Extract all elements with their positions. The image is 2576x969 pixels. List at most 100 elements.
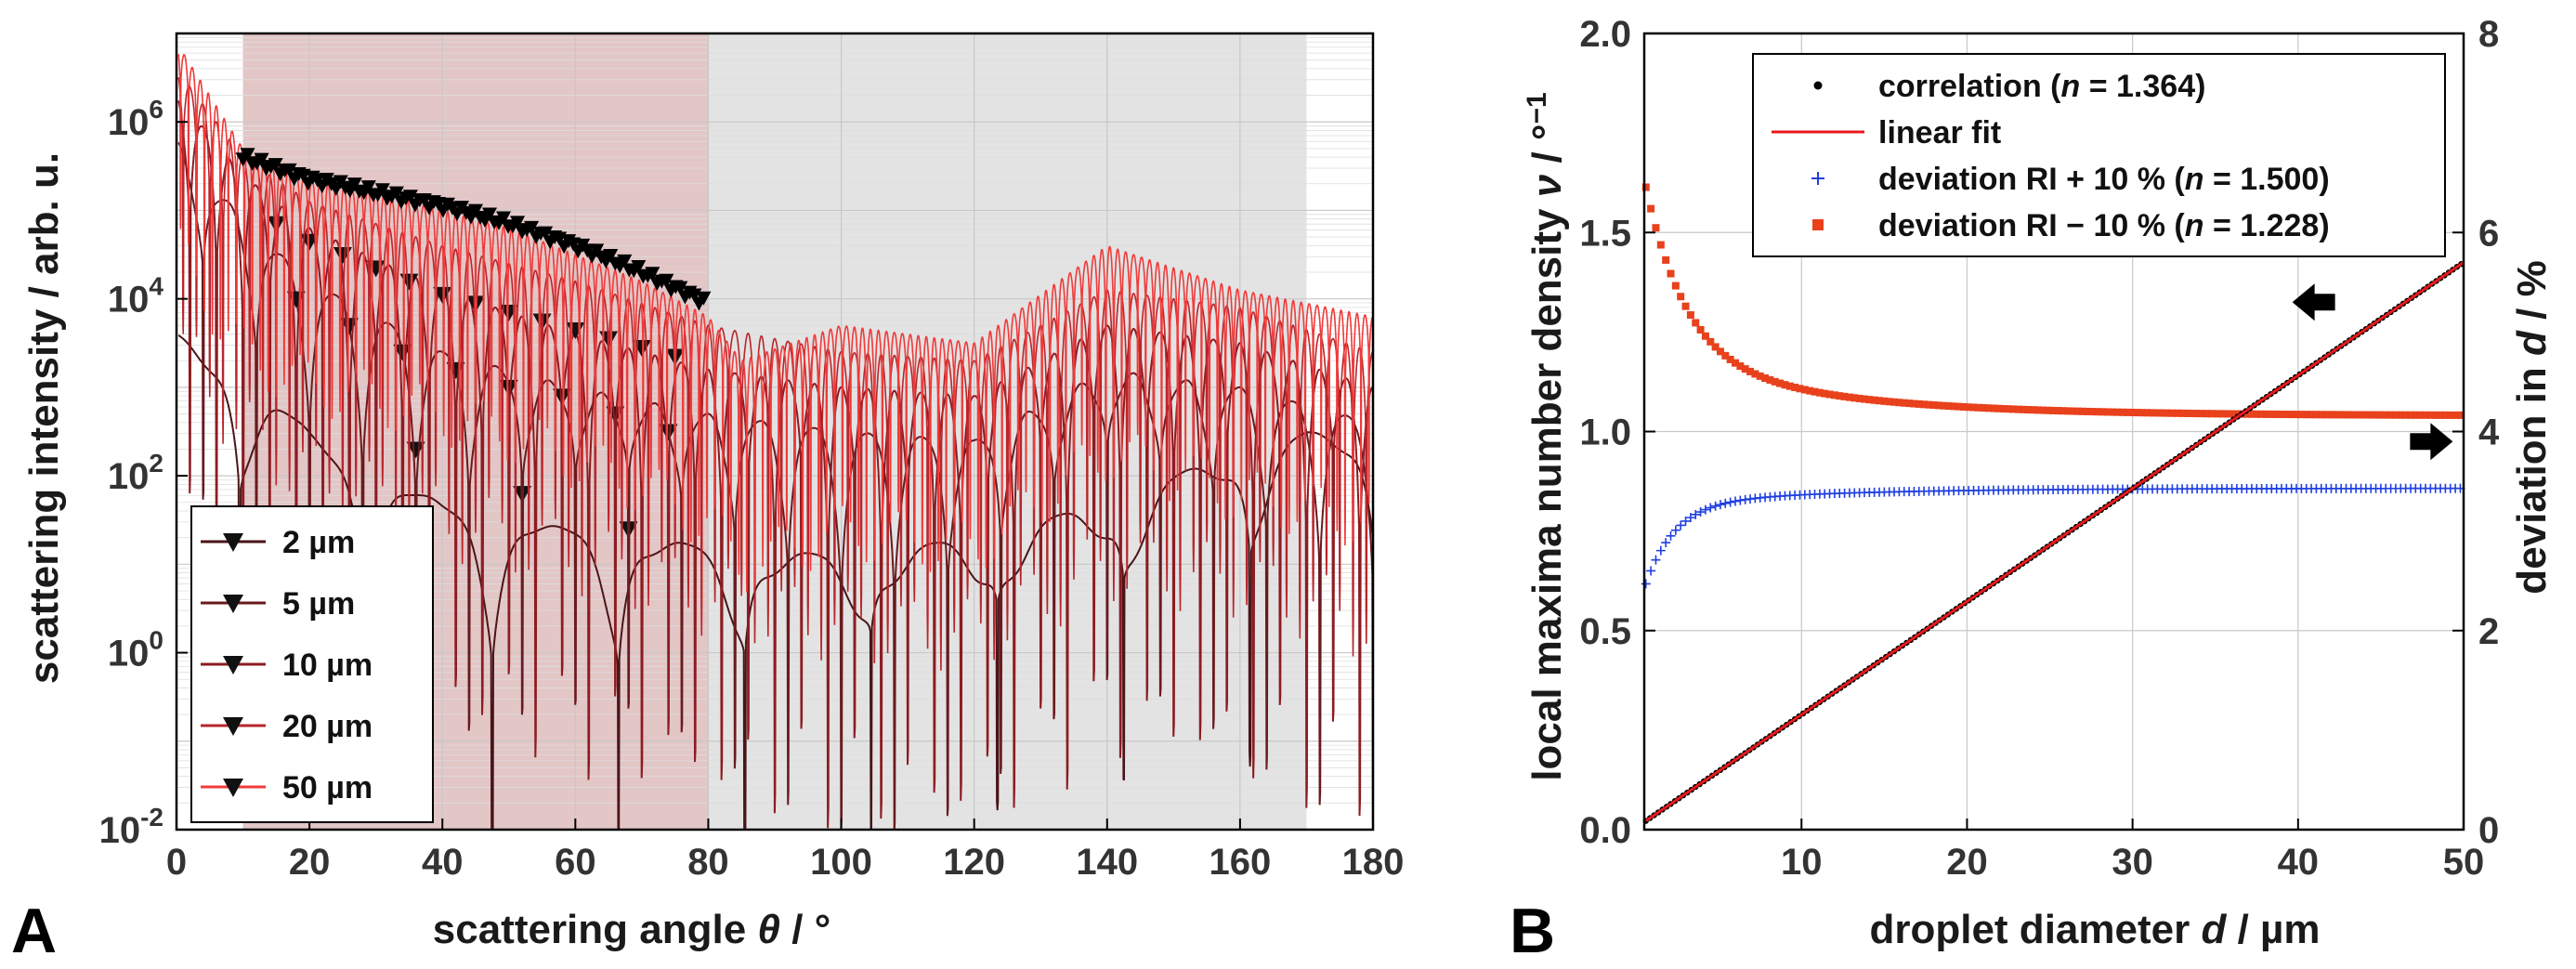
x-tick-label: 30 — [2112, 842, 2153, 883]
data-point-square — [2113, 408, 2122, 416]
data-point-square — [1974, 403, 1982, 412]
data-point-square — [2401, 411, 2410, 419]
data-point-square — [2253, 410, 2261, 418]
panel-b-y-ticks: 0.0 0.5 1.0 1.5 2.0 — [1579, 14, 1655, 851]
legend-marker — [223, 779, 243, 797]
data-point-square — [1900, 399, 1908, 407]
data-point-square — [2441, 411, 2450, 419]
data-point-square — [2193, 410, 2202, 418]
data-marker — [254, 152, 269, 167]
data-point-square — [2208, 410, 2216, 418]
data-point-square — [2278, 410, 2285, 418]
data-point-square — [2431, 411, 2439, 419]
data-marker — [482, 207, 498, 222]
data-point-square — [2178, 409, 2187, 417]
data-marker — [659, 273, 674, 288]
data-marker — [696, 291, 712, 306]
data-marker — [510, 216, 526, 230]
data-marker — [617, 254, 633, 268]
y-tick-label: 102 — [108, 449, 163, 497]
y2-tick-label: 6 — [2478, 213, 2499, 254]
data-point-square — [2064, 407, 2073, 415]
data-point-square — [1800, 386, 1809, 394]
data-point-square — [2188, 410, 2196, 418]
data-point-square — [2361, 411, 2370, 419]
data-marker — [240, 148, 255, 163]
data-marker — [281, 163, 297, 177]
data-point-square — [1785, 382, 1794, 390]
data-point-square — [2149, 409, 2157, 417]
series-linear-fit — [1644, 261, 2465, 822]
x-tick-label: 40 — [2278, 842, 2320, 883]
data-point-square — [2069, 407, 2077, 415]
panel-a-x-ticks: 0 20 40 60 80 100 120 140 160 180 — [166, 818, 1405, 883]
panel-b-chart: 10 20 30 40 50 0.0 0.5 1.0 1.5 2.0 0 2 4 6 8 droplet… — [1510, 14, 2555, 966]
data-point-square — [2029, 406, 2037, 414]
data-point-square — [1671, 282, 1680, 290]
data-point-square — [2039, 406, 2047, 414]
y2-tick-label: 2 — [2478, 611, 2499, 652]
y2-tick-label: 4 — [2478, 412, 2500, 453]
data-point-square — [2337, 411, 2346, 419]
data-point-plus — [1691, 509, 1701, 519]
panel-b-x-axis-label: droplet diameter d / µm — [1869, 907, 2320, 952]
y-tick-label: 0.5 — [1579, 611, 1631, 652]
data-point-plus — [1680, 516, 1691, 526]
y-tick-label: 2.0 — [1579, 14, 1631, 55]
legend-label: 10 µm — [282, 648, 373, 683]
data-marker — [374, 183, 390, 198]
x-tick-label: 80 — [687, 842, 729, 883]
arrow-left-icon — [2292, 283, 2335, 321]
data-point-square — [2268, 410, 2276, 418]
data-point-plus — [1710, 501, 1720, 511]
data-point-square — [1944, 402, 1953, 411]
panel-a-series — [177, 54, 1373, 830]
series-50m — [177, 54, 1373, 593]
legend-label: linear fit — [1878, 115, 2001, 151]
data-point-square — [2446, 411, 2454, 419]
x-tick-label: 10 — [1781, 842, 1823, 883]
data-point-plus — [1666, 530, 1676, 541]
legend-marker-dot — [1813, 81, 1823, 90]
legend-marker — [223, 656, 243, 674]
data-point-square — [1652, 224, 1660, 232]
legend-marker-plus — [1811, 172, 1824, 185]
data-point-square — [1746, 367, 1755, 375]
data-point-square — [2412, 411, 2420, 419]
panel-a-letter: A — [11, 896, 57, 966]
data-point-square — [1959, 402, 1968, 411]
data-point-plus — [1655, 545, 1666, 556]
x-tick-label: 60 — [555, 842, 596, 883]
data-point-square — [2372, 411, 2380, 419]
data-point-square — [1662, 255, 1670, 264]
data-point-square — [1855, 394, 1863, 402]
data-point-square — [1692, 319, 1700, 327]
data-point-square — [2247, 410, 2256, 418]
data-marker — [300, 233, 320, 251]
y-tick-label: 10-2 — [99, 803, 163, 851]
data-point-square — [1776, 379, 1785, 387]
data-point-square — [2014, 405, 2022, 413]
data-point-square — [2297, 411, 2306, 419]
data-point-square — [2128, 408, 2137, 416]
data-marker — [673, 281, 688, 295]
series-20m — [177, 77, 1373, 671]
data-point-square — [2282, 411, 2291, 419]
data-point-square — [1696, 325, 1705, 334]
data-point-square — [2422, 411, 2430, 419]
x-tick-label: 180 — [1342, 842, 1405, 883]
panel-a-legend: 2 µm 5 µm 10 µm 20 µm 50 µm — [190, 505, 434, 823]
data-marker — [631, 260, 647, 275]
legend-marker — [223, 717, 243, 736]
data-point-square — [1955, 402, 1963, 411]
data-point-square — [1736, 362, 1745, 371]
data-point-square — [1806, 386, 1814, 395]
panel-b-arrows — [2292, 283, 2453, 461]
data-point-square — [1999, 404, 2007, 412]
panel-b-legend: correlation (n = 1.364) linear fit deviati… — [1752, 53, 2446, 257]
data-point-square — [2352, 411, 2360, 419]
data-point-square — [1935, 401, 1943, 410]
data-point-square — [2223, 410, 2231, 418]
data-point-square — [2426, 411, 2435, 419]
data-point-plus — [1715, 500, 1725, 510]
